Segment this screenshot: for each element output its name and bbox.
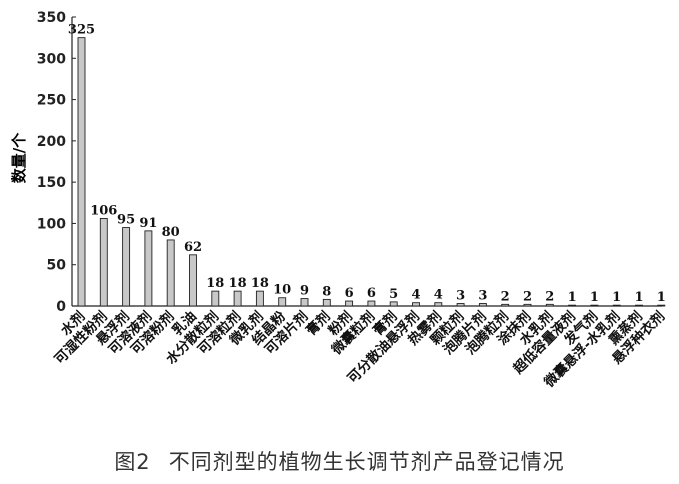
data-label: 9 xyxy=(300,284,309,299)
data-label: 10 xyxy=(273,283,291,298)
data-label: 1 xyxy=(568,290,577,305)
data-label: 91 xyxy=(139,216,157,231)
data-label: 3 xyxy=(456,289,465,304)
data-label: 95 xyxy=(117,213,135,228)
bar xyxy=(612,304,621,307)
bar xyxy=(590,304,599,307)
bar xyxy=(523,303,532,307)
bar xyxy=(367,300,376,307)
data-label: 6 xyxy=(367,286,376,301)
y-tick-label: 50 xyxy=(47,258,67,274)
bar xyxy=(345,300,354,307)
data-label: 325 xyxy=(68,23,95,38)
bar xyxy=(189,254,197,307)
data-label: 18 xyxy=(206,276,224,291)
data-label: 2 xyxy=(501,289,510,304)
bar xyxy=(501,303,510,307)
bar xyxy=(657,304,666,307)
bar xyxy=(545,303,554,307)
data-label: 18 xyxy=(251,276,269,291)
data-label: 62 xyxy=(184,240,202,255)
y-axis-label: 数量/个 xyxy=(10,132,28,183)
bar xyxy=(300,298,309,307)
bar xyxy=(635,304,643,307)
data-label: 80 xyxy=(162,225,180,240)
data-label: 1 xyxy=(590,290,599,305)
bars xyxy=(77,37,666,307)
bar xyxy=(568,304,577,307)
bar xyxy=(122,227,131,307)
y-tick-label: 0 xyxy=(56,299,66,315)
figure-title: 不同剂型的植物生长调节剂产品登记情况 xyxy=(168,450,565,474)
bar xyxy=(456,303,465,307)
bar xyxy=(166,239,175,307)
data-label: 1 xyxy=(634,290,643,305)
figure-number: 图2 xyxy=(114,450,151,474)
figure-caption: 图2 不同剂型的植物生长调节剂产品登记情况 xyxy=(0,446,679,476)
data-label: 4 xyxy=(411,288,420,303)
data-label: 6 xyxy=(345,286,354,301)
bar xyxy=(255,290,264,307)
data-label: 4 xyxy=(434,288,443,303)
data-label: 2 xyxy=(523,289,532,304)
y-tick-label: 250 xyxy=(37,93,66,109)
data-label: 2 xyxy=(545,289,554,304)
y-tick-label: 300 xyxy=(37,51,66,67)
bar xyxy=(278,297,287,307)
bar xyxy=(322,298,331,307)
bar xyxy=(99,218,108,307)
bar xyxy=(434,302,443,307)
data-label: 5 xyxy=(389,287,398,302)
data-label: 18 xyxy=(229,276,247,291)
axes: 0 50 100 150 200 250 300 350 xyxy=(37,10,662,315)
bar xyxy=(233,290,242,307)
category-labels: 水剂可湿性粉剂悬浮剂可溶液剂可溶粉剂乳油水分散粒剂可溶粒剂微乳剂结晶粉可溶片剂膏… xyxy=(51,307,668,391)
bar xyxy=(144,230,153,307)
data-label: 1 xyxy=(612,290,621,305)
data-label: 106 xyxy=(90,203,117,218)
bar xyxy=(412,302,420,307)
bar xyxy=(77,37,86,307)
y-tick-label: 150 xyxy=(37,175,66,191)
y-tick-label: 350 xyxy=(37,10,66,26)
y-tick-label: 200 xyxy=(37,134,66,150)
y-tick-label: 100 xyxy=(37,216,66,232)
bar xyxy=(478,303,487,307)
bar xyxy=(211,290,220,307)
data-label: 8 xyxy=(322,284,331,299)
bar xyxy=(389,301,398,307)
data-label: 3 xyxy=(478,289,487,304)
data-label: 1 xyxy=(657,290,666,305)
